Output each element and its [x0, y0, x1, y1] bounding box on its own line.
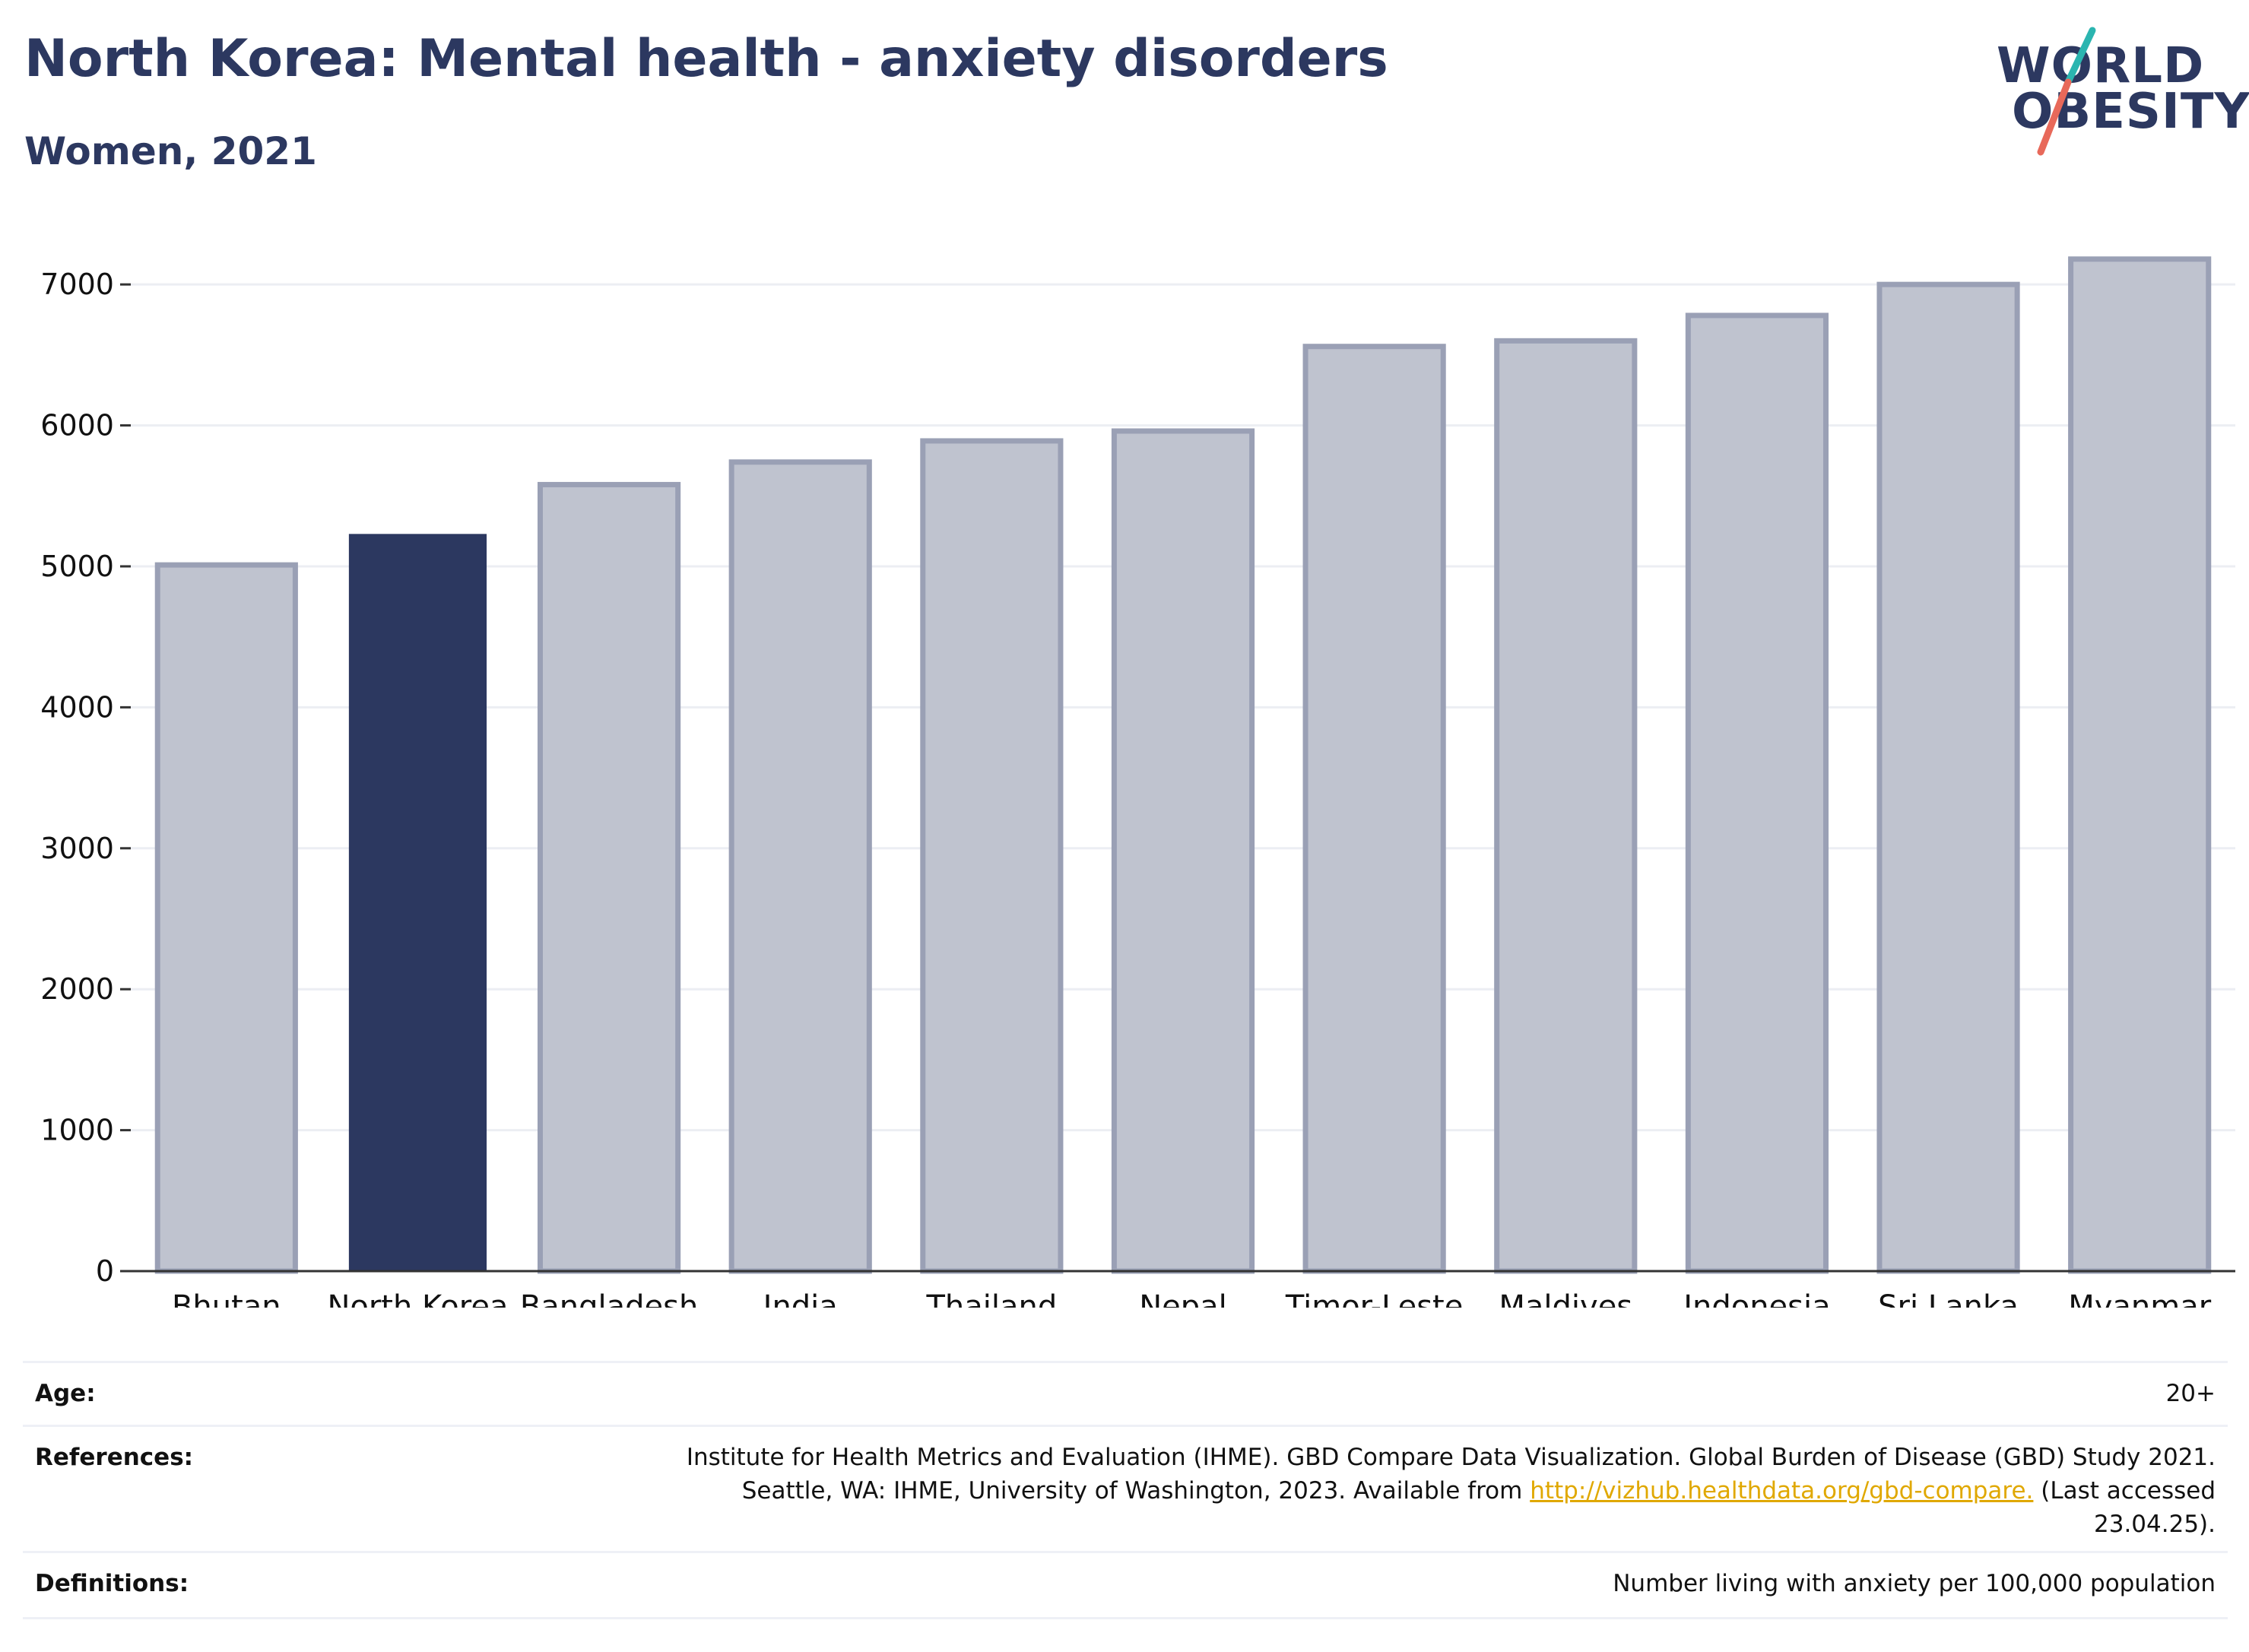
y-tick-label: 4000	[40, 690, 114, 724]
y-tick-label: 2000	[40, 972, 114, 1006]
references-value: Institute for Health Metrics and Evaluat…	[687, 1441, 2216, 1541]
y-tick-label: 5000	[40, 550, 114, 583]
page-subtitle: Women, 2021	[24, 129, 317, 173]
definitions-value: Number living with anxiety per 100,000 p…	[1613, 1570, 2216, 1597]
bar	[1302, 344, 1446, 1274]
definitions-label: Definitions:	[35, 1570, 189, 1597]
bar	[1685, 312, 1829, 1274]
bar	[538, 481, 681, 1274]
bar	[920, 438, 1064, 1274]
logo-line-1: WORLD	[1997, 38, 2205, 94]
references-line-2-prefix: Seattle, WA: IHME, University of Washing…	[741, 1477, 1523, 1505]
world-obesity-logo: WORLD OBESITY	[1977, 23, 2249, 160]
bar	[2068, 256, 2212, 1274]
x-tick-label: Myanmar	[2068, 1289, 2212, 1308]
info-row-references: References: Institute for Health Metrics…	[23, 1425, 2228, 1553]
age-value: 20+	[2165, 1380, 2216, 1407]
x-tick-label: Thailand	[925, 1289, 1057, 1308]
x-tick-label: India	[763, 1289, 838, 1308]
info-row-definitions: Definitions: Number living with anxiety …	[23, 1551, 2228, 1619]
bar	[1111, 428, 1255, 1274]
page-title: North Korea: Mental health - anxiety dis…	[24, 29, 1388, 89]
age-label: Age:	[35, 1380, 96, 1407]
x-tick-label: Indonesia	[1683, 1289, 1830, 1308]
references-label: References:	[35, 1444, 194, 1471]
logo-slash-icon	[2037, 27, 2096, 156]
x-tick-label: Sri Lanka	[1878, 1289, 2019, 1308]
y-tick-label: 3000	[40, 832, 114, 865]
x-tick-label: Maldives	[1499, 1289, 1632, 1308]
x-tick-label: Nepal	[1139, 1289, 1227, 1308]
y-tick-label: 1000	[40, 1114, 114, 1147]
y-tick-label: 0	[96, 1254, 114, 1288]
y-tick-label: 6000	[40, 409, 114, 442]
bar	[154, 562, 298, 1274]
bar-chart: 0 1000 2000 3000 4000 5000 6000 7000 Bhutan North…	[40, 256, 2235, 1308]
bar	[1876, 281, 2020, 1274]
info-row-age: Age: 20+	[23, 1361, 2228, 1427]
x-tick-label: Bhutan	[172, 1289, 281, 1308]
references-link[interactable]: http://vizhub.healthdata.org/gbd-compare…	[1530, 1477, 2034, 1505]
references-line-1: Institute for Health Metrics and Evaluat…	[686, 1444, 2216, 1471]
bar	[348, 534, 487, 1271]
x-tick-label: North Korea	[327, 1289, 508, 1308]
bar	[728, 459, 872, 1274]
references-line-2-suffix: (Last accessed	[2041, 1477, 2216, 1505]
x-tick-label: Timor-Leste	[1285, 1289, 1463, 1308]
references-line-3: 23.04.25).	[2094, 1511, 2216, 1538]
y-tick-label: 7000	[40, 268, 114, 301]
references-line-2: Seattle, WA: IHME, University of Washing…	[687, 1474, 2216, 1508]
x-tick-label: Bangladesh	[520, 1289, 699, 1308]
bar	[1494, 338, 1638, 1274]
